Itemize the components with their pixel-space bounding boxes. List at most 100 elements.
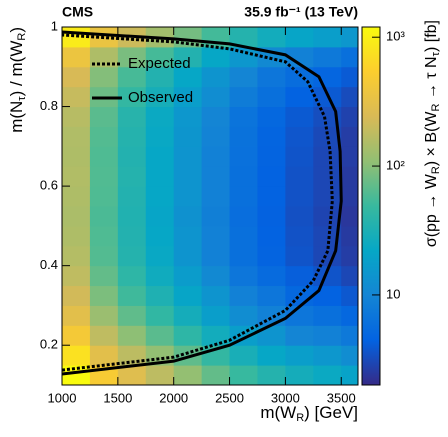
heat-cell (285, 265, 314, 287)
heat-cell (201, 305, 231, 326)
x-axis-label: m(WR) [GeV] (260, 403, 358, 423)
z-axis-label-part: R (430, 104, 442, 112)
plot-frame (61, 26, 359, 386)
heat-cell (117, 86, 147, 108)
heat-cell (173, 86, 203, 108)
heat-cell (145, 186, 175, 207)
x-tick-label: 3500 (327, 390, 356, 405)
heat-cell (257, 86, 286, 108)
heat-cell (229, 305, 258, 326)
heat-cell (341, 305, 358, 326)
x-tick-label: 1500 (103, 390, 132, 405)
heat-cell (117, 245, 147, 267)
z-axis-label: σ(pp → WR) × B(WR → τ Nτ) [fb] (423, 20, 442, 247)
heat-cell (229, 146, 258, 167)
heat-cell (341, 225, 358, 247)
heat-cell (229, 245, 258, 267)
heat-cell (201, 285, 231, 306)
heat-cell (285, 46, 314, 68)
heat-cell (285, 245, 314, 267)
x-tick-label: 2000 (159, 390, 188, 405)
heat-cell (341, 206, 358, 227)
heat-cell (117, 325, 147, 346)
heat-cell (145, 126, 175, 147)
legend-label: Expected (128, 55, 191, 72)
heat-cell (341, 146, 358, 167)
heat-cell (89, 46, 119, 68)
heat-cell (145, 206, 175, 227)
heat-cell (229, 27, 258, 48)
contours (62, 30, 343, 376)
heat-cell (257, 265, 286, 287)
heat-cell (341, 285, 358, 306)
heat-cell (89, 305, 119, 326)
heat-cell (229, 365, 258, 385)
heat-cell (257, 186, 286, 207)
heat-cell (62, 166, 91, 187)
heat-cell (257, 206, 286, 227)
heat-cell (145, 325, 175, 346)
contour-line (62, 30, 343, 376)
heat-cell (257, 126, 286, 147)
heat-cell (117, 166, 147, 187)
heat-cell (229, 86, 258, 108)
z-tick-label: 10³ (386, 29, 405, 44)
heat-cell (229, 106, 258, 127)
heat-cell (173, 325, 203, 346)
heat-cell (89, 186, 119, 207)
heat-cell (62, 146, 91, 167)
x-axis-label-part: R (296, 412, 304, 424)
heat-cell (341, 106, 358, 127)
heat-cell (173, 166, 203, 187)
heat-cell (89, 285, 119, 306)
heat-cell (145, 225, 175, 247)
heat-cell (173, 285, 203, 306)
heat-cell (62, 365, 91, 385)
heat-cell (117, 126, 147, 147)
heat-cell (229, 206, 258, 227)
heat-cell (257, 365, 286, 385)
heat-cell (117, 46, 147, 68)
heat-cell (173, 146, 203, 167)
z-tick-label: 10² (386, 158, 405, 173)
heat-cell (173, 245, 203, 267)
heat-cell (62, 305, 91, 326)
heat-cell (341, 27, 358, 48)
heat-cell (117, 186, 147, 207)
heat-cell (173, 126, 203, 147)
heat-cell (173, 46, 203, 68)
heat-cell (285, 86, 314, 108)
heat-cell (257, 325, 286, 346)
heat-cell (62, 245, 91, 267)
heat-cell (341, 345, 358, 366)
heat-cell (257, 285, 286, 306)
heat-cell (257, 166, 286, 187)
heat-cell (285, 27, 314, 48)
heat-cell (62, 186, 91, 207)
heat-cell (285, 345, 314, 366)
y-tick-label: 0.2 (40, 337, 58, 352)
experiment-label: CMS (62, 4, 93, 20)
heat-cell (89, 345, 119, 366)
y-axis-label-part: ) (7, 27, 26, 33)
x-tick-label: 3000 (271, 390, 300, 405)
heat-cell (145, 265, 175, 287)
heat-cell (201, 365, 231, 385)
z-axis-label-part: τ (430, 51, 442, 56)
heat-cell (201, 245, 231, 267)
heat-cell (117, 146, 147, 167)
legend-label: Observed (128, 89, 193, 106)
heat-cell (145, 146, 175, 167)
y-tick-label: 0.4 (40, 257, 58, 272)
heat-cell (89, 206, 119, 227)
heat-cell (201, 86, 231, 108)
heat-cell (201, 186, 231, 207)
heat-cell (117, 106, 147, 127)
heat-cell (145, 86, 175, 108)
heat-cell (173, 225, 203, 247)
heat-cell (285, 126, 314, 147)
heat-cell (62, 46, 91, 68)
x-axis-label-part: ) [GeV] (304, 403, 358, 422)
heat-cell (341, 86, 358, 108)
y-tick-label: 0.8 (40, 98, 58, 113)
